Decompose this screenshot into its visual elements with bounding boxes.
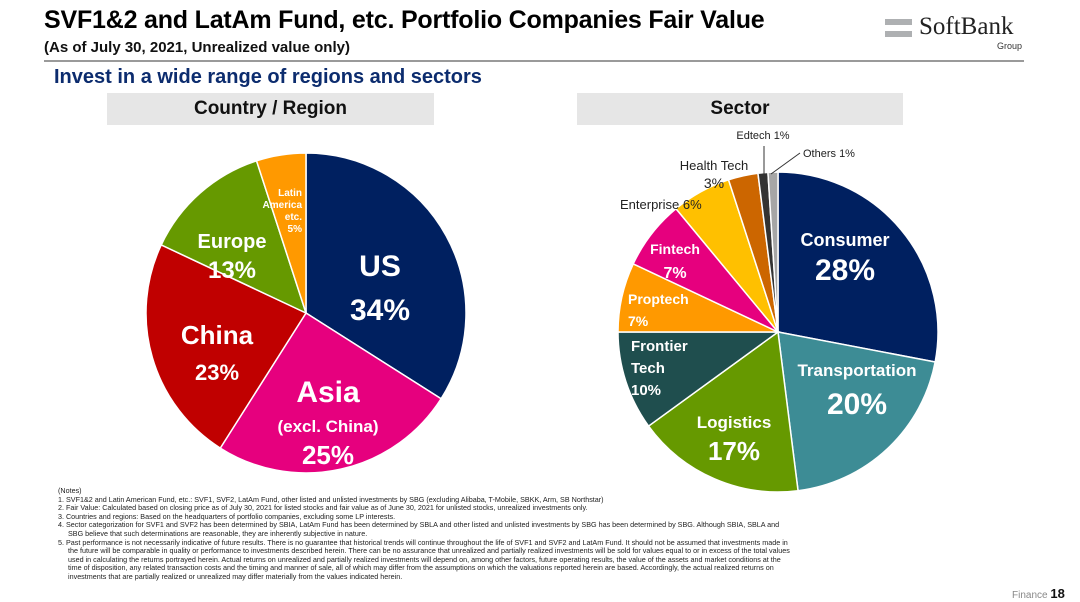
footer-section: Finance	[1012, 590, 1048, 601]
data-label-line: 13%	[208, 257, 256, 284]
data-label-line: Others 1%	[803, 148, 855, 160]
data-label-line: 17%	[708, 436, 760, 466]
page-subtitle: (As of July 30, 2021, Unrealized value o…	[44, 39, 350, 56]
data-label-transportation: Transportation 20%	[797, 361, 916, 421]
page-number: 18	[1050, 586, 1065, 601]
note-line: 4. Sector categorization for SVF1 and SV…	[58, 520, 780, 530]
data-label-asia-excl-china: Asia (excl. China) 25%	[277, 376, 378, 470]
data-label-line: Fintech	[650, 241, 700, 257]
data-label-line: Proptech	[628, 291, 689, 307]
data-label-health-tech: Health Tech 3%	[680, 158, 748, 191]
headline: Invest in a wide range of regions and se…	[54, 66, 482, 88]
note-line: time of disposition, any related transac…	[68, 563, 774, 573]
pie-slice-frontier-tech	[617, 331, 781, 428]
data-label-line: Latin	[278, 188, 302, 199]
data-label-line: Asia	[296, 376, 360, 409]
note-line: investments that are partially realized …	[68, 571, 403, 581]
data-label-line: China	[181, 320, 254, 350]
pie-slice-consumer	[777, 171, 939, 363]
notes-heading: (Notes)	[58, 486, 82, 495]
note-line: SBG believe that such determinations are…	[68, 528, 368, 538]
data-label-line: Tech	[631, 360, 665, 377]
data-label-line: 3%	[704, 175, 724, 191]
data-label-latin-america-etc: Latin America etc. 5%	[263, 188, 303, 235]
data-label-line: US	[359, 250, 401, 283]
leader-line-others	[770, 152, 801, 175]
pie-slice-logistics	[647, 330, 799, 493]
page-title: SVF1&2 and LatAm Fund, etc. Portfolio Co…	[44, 6, 765, 34]
note-line: 5. Past performance is not necessarily i…	[58, 537, 788, 547]
data-label-line: Frontier	[631, 338, 688, 355]
pie-slice-europe	[160, 159, 308, 315]
data-label-enterprise: Enterprise 6%	[620, 197, 702, 212]
title-divider	[44, 60, 1024, 62]
country-pie: US 34% Asia (excl. China) 25% China 23% Europe 1…	[145, 152, 467, 474]
data-label-line: etc.	[285, 212, 302, 223]
sector-pie: Consumer 28% Transportation 20% Logistics 17%…	[617, 130, 939, 493]
data-label-consumer: Consumer 28%	[800, 230, 889, 287]
page-footer: Finance 18	[1012, 586, 1065, 601]
data-label-line: 28%	[815, 254, 875, 287]
data-label-line: 23%	[195, 360, 239, 385]
data-label-line: America	[263, 200, 303, 211]
data-label-line: 34%	[350, 294, 410, 327]
pie-slice-latin-america-etc	[255, 152, 307, 314]
note-line: 2. Fair Value: Calculated based on closi…	[58, 503, 588, 513]
data-label-others: Others 1%	[803, 148, 855, 160]
country-chart-title: Country / Region	[107, 93, 434, 125]
sector-chart-title: Sector	[577, 93, 903, 125]
data-label-frontier-tech: Frontier Tech 10%	[631, 338, 688, 399]
pie-slice-us	[305, 152, 467, 400]
note-line: 3. Countries and regions: Based on the h…	[58, 511, 396, 521]
data-label-logistics: Logistics 17%	[697, 413, 772, 466]
pie-slice-asia-excl-china	[219, 311, 443, 474]
logo-group: Group	[997, 41, 1023, 51]
data-label-line: Health Tech	[680, 158, 748, 173]
data-label-line: Edtech 1%	[736, 130, 789, 142]
notes: (Notes) 1. SVF1&2 and Latin American Fun…	[58, 486, 988, 582]
data-label-china: China 23%	[181, 320, 254, 385]
data-label-line: Transportation	[797, 361, 916, 380]
data-label-line: 20%	[827, 388, 887, 421]
data-label-line: 7%	[663, 265, 686, 282]
note-line: 1. SVF1&2 and Latin American Fund, etc.:…	[58, 494, 604, 504]
softbank-logo: SoftBank Group	[885, 13, 1025, 53]
data-label-line: (excl. China)	[277, 417, 378, 436]
logo-bar-icon	[885, 31, 912, 37]
data-label-line: Enterprise 6%	[620, 197, 702, 212]
data-label-us: US 34%	[350, 250, 410, 327]
pie-slice-transportation	[777, 331, 937, 492]
logo-name: SoftBank	[919, 13, 1014, 40]
data-label-line: 25%	[302, 440, 354, 470]
logo-bar-icon	[885, 19, 912, 25]
data-label-line: 10%	[631, 382, 661, 399]
data-label-line: Logistics	[697, 413, 772, 432]
data-label-proptech: Proptech 7%	[628, 291, 689, 329]
note-line: used in calculating the returns portraye…	[68, 554, 781, 564]
data-label-line: Europe	[198, 231, 267, 253]
data-label-line: 5%	[288, 224, 303, 235]
data-label-edtech: Edtech 1%	[736, 130, 789, 142]
data-label-line: Consumer	[800, 230, 889, 250]
data-label-europe: Europe 13%	[198, 231, 267, 284]
note-line: the future will be comparable in quality…	[68, 546, 790, 556]
pie-slice-china	[145, 243, 308, 450]
data-label-line: 7%	[628, 313, 649, 329]
data-label-fintech: Fintech 7%	[650, 241, 700, 282]
